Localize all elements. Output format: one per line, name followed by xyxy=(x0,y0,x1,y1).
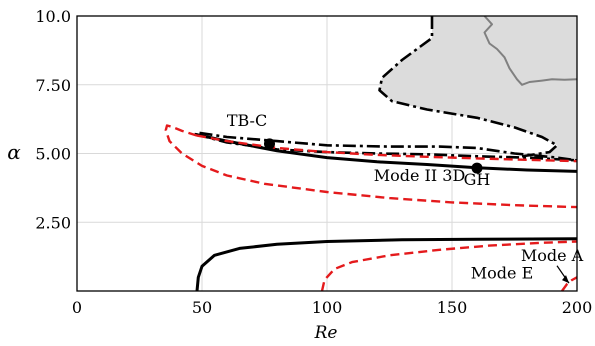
x-tick-label: 0 xyxy=(72,298,82,317)
annotation-label: GH xyxy=(464,170,491,189)
plot-frame xyxy=(76,15,578,292)
plot-border xyxy=(76,15,578,292)
series-red-dashed xyxy=(320,240,578,292)
stability-region xyxy=(379,16,577,161)
y-tick-label: 2.50 xyxy=(35,213,71,232)
series-black-solid xyxy=(195,237,578,292)
series-curves xyxy=(164,15,578,292)
x-tick-label: 200 xyxy=(562,298,593,317)
y-tick-label: 7.50 xyxy=(35,76,71,95)
series-red-dashed xyxy=(164,124,578,209)
x-tick-label: 50 xyxy=(192,298,212,317)
data-point-marker xyxy=(471,162,483,174)
arrow-head xyxy=(562,275,569,284)
x-axis-label: Re xyxy=(314,323,338,343)
annotation-label: Mode A xyxy=(521,246,584,265)
series-black-dashdot xyxy=(195,132,578,162)
point-markers xyxy=(264,138,483,174)
series-black-dashdot xyxy=(199,131,578,162)
annotation-label: Mode II 3D xyxy=(374,166,466,185)
shaded-region xyxy=(379,16,577,161)
y-axis-label: α xyxy=(7,140,21,164)
y-tick-label: 10.0 xyxy=(35,7,71,26)
series-red-dashed xyxy=(561,276,578,292)
y-tick-label: 5.00 xyxy=(35,145,71,164)
x-tick-label: 100 xyxy=(312,298,343,317)
series-black-dashdot xyxy=(378,16,559,158)
annotation-label: TB-C xyxy=(227,111,267,130)
series-gray-solid xyxy=(483,15,578,86)
series-red-dashed xyxy=(196,134,578,163)
data-point-marker xyxy=(264,138,275,150)
x-tick-label: 150 xyxy=(437,298,468,317)
axis-ticks: 0 50 100 150 200 2.50 5.00 7.50 10.0 xyxy=(35,7,592,317)
annotation-label: Mode E xyxy=(471,264,534,283)
